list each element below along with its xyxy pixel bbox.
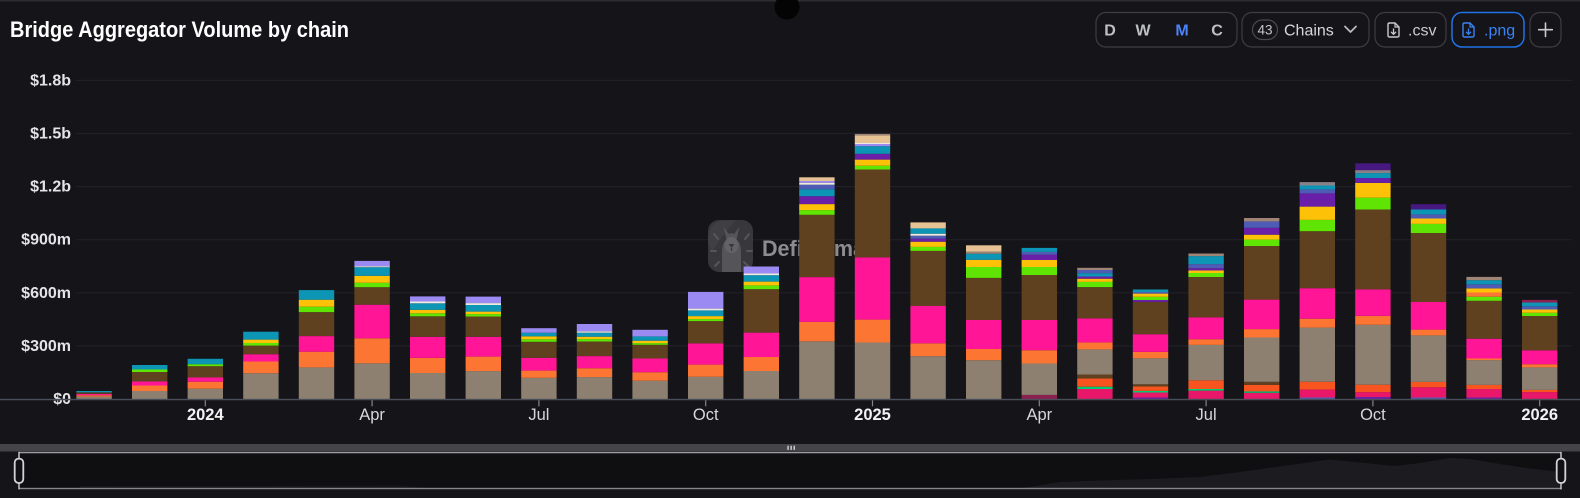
svg-text:Chains: Chains [1284, 22, 1334, 39]
svg-text:2026: 2026 [1521, 406, 1558, 424]
svg-text:$900m: $900m [21, 232, 71, 249]
svg-text:Bridge Aggregator Volume by ch: Bridge Aggregator Volume by chain [10, 17, 349, 42]
svg-text:Apr: Apr [1026, 406, 1052, 424]
svg-text:Oct: Oct [693, 406, 719, 424]
svg-text:$600m: $600m [21, 285, 71, 302]
svg-text:$1.8b: $1.8b [30, 72, 71, 89]
svg-text:Jul: Jul [528, 406, 549, 424]
svg-text:$1.5b: $1.5b [30, 126, 71, 143]
svg-text:2025: 2025 [854, 406, 891, 424]
svg-text:Apr: Apr [359, 406, 385, 424]
svg-text:D: D [1104, 22, 1116, 39]
svg-text:$1.2b: $1.2b [30, 179, 71, 196]
svg-text:Oct: Oct [1360, 406, 1386, 424]
svg-text:.png: .png [1484, 22, 1515, 39]
svg-text:.csv: .csv [1408, 22, 1436, 39]
svg-text:2024: 2024 [187, 406, 225, 424]
svg-text:43: 43 [1257, 22, 1272, 37]
svg-text:Jul: Jul [1196, 406, 1217, 424]
svg-text:C: C [1211, 22, 1223, 39]
svg-text:W: W [1135, 22, 1151, 39]
svg-text:$300m: $300m [21, 338, 71, 355]
svg-text:M: M [1175, 22, 1188, 39]
